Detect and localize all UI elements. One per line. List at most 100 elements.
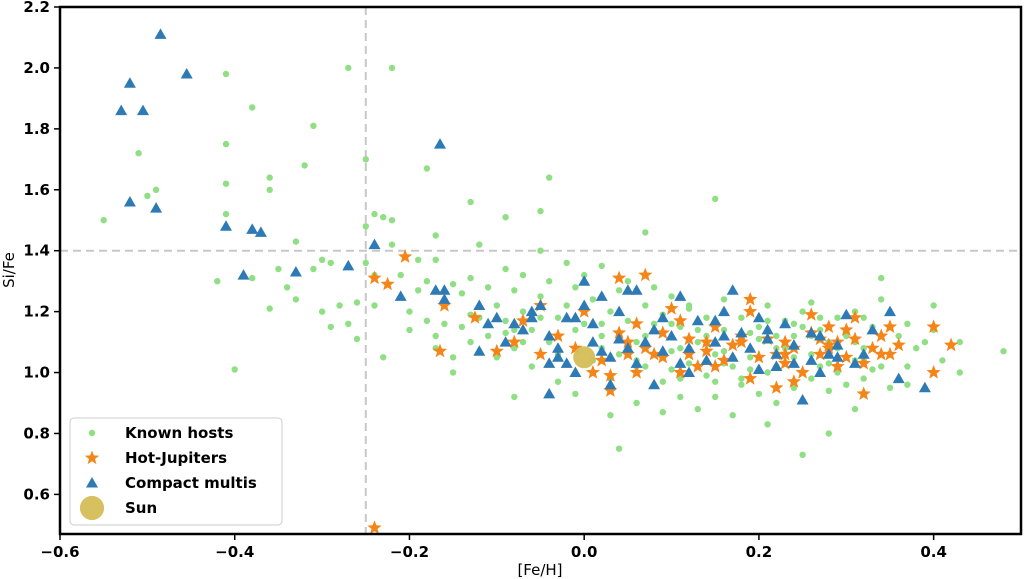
compact-multis-point — [726, 284, 739, 295]
compact-multis-point — [490, 311, 503, 323]
hot-jupiters-point — [655, 349, 670, 364]
known-hosts-point — [467, 274, 474, 282]
known-hosts-point — [362, 156, 369, 163]
known-hosts-point — [275, 265, 282, 273]
known-hosts-point — [878, 274, 885, 282]
compact-multis-point — [154, 28, 167, 39]
compact-multis-point — [814, 366, 827, 377]
legend-sun-marker — [79, 495, 105, 521]
compact-multis-point — [604, 351, 617, 362]
compact-multis-point — [552, 351, 564, 362]
hot-jupiters-point — [515, 313, 531, 327]
known-hosts-point — [843, 381, 850, 388]
compact-multis-point — [796, 394, 809, 405]
known-hosts-point — [677, 393, 684, 401]
known-hosts-point — [353, 335, 361, 343]
known-hosts-point — [152, 186, 160, 193]
known-hosts-point — [659, 378, 666, 385]
known-hosts-point — [449, 354, 457, 361]
known-hosts-point — [747, 366, 754, 373]
hot-jupiters-point — [681, 346, 697, 361]
compact-multis-point — [674, 290, 687, 301]
compact-multis-point — [438, 293, 451, 304]
hot-jupiters-point — [813, 346, 828, 361]
known-hosts-point — [808, 351, 815, 358]
known-hosts-point — [773, 332, 780, 340]
known-hosts-point — [458, 323, 466, 331]
hot-jupiters-point — [437, 298, 452, 312]
known-hosts-point — [449, 369, 457, 376]
hot-jupiters-point — [778, 334, 793, 349]
known-hosts-point — [572, 284, 579, 291]
known-hosts-point — [720, 296, 728, 303]
y-tick-label: 1.2 — [23, 303, 50, 321]
known-hosts-point — [685, 302, 693, 309]
hot-jupiters-point — [594, 352, 609, 367]
y-tick-label: 1.0 — [23, 364, 50, 382]
hot-jupiters-point — [874, 346, 889, 361]
known-hosts-point — [222, 180, 230, 187]
known-hosts-point — [222, 70, 230, 78]
known-hosts-point — [694, 405, 701, 413]
known-hosts-point — [790, 354, 798, 361]
compact-multis-point — [499, 336, 512, 347]
series-layer — [100, 28, 1007, 534]
known-hosts-point — [353, 299, 361, 306]
known-hosts-point — [816, 314, 824, 321]
hot-jupiters-point — [882, 319, 898, 333]
known-hosts-point — [642, 363, 649, 370]
known-hosts-point — [519, 338, 527, 346]
hot-jupiters-point — [367, 270, 382, 285]
legend-hot-jupiters-label: Hot-Jupiters — [125, 449, 227, 467]
hot-jupiters-point — [708, 319, 723, 333]
known-hosts-point — [581, 320, 588, 327]
known-hosts-point — [310, 265, 317, 273]
known-hosts-point — [362, 223, 369, 230]
known-hosts-point — [659, 409, 666, 416]
known-hosts-point — [607, 308, 614, 315]
x-tick-label: 0.0 — [571, 543, 598, 561]
hot-jupiters-point — [612, 325, 627, 339]
compact-multis-point — [246, 223, 259, 234]
compact-multis-point — [115, 104, 128, 116]
known-hosts-point — [712, 393, 719, 401]
known-hosts-point — [764, 369, 771, 376]
hot-jupiters-point — [856, 355, 871, 370]
known-hosts-point — [860, 375, 867, 382]
known-hosts-point — [345, 64, 352, 72]
known-hosts-point — [345, 320, 352, 327]
hot-jupiters-point — [577, 304, 592, 318]
compact-multis-point — [718, 305, 730, 317]
known-hosts-point — [677, 323, 684, 331]
hot-jupiters-point — [821, 340, 836, 355]
x-tick-label: −0.4 — [215, 543, 254, 561]
y-tick-label: 1.4 — [23, 242, 50, 260]
sun-series — [573, 346, 596, 369]
compact-multis-point — [621, 342, 634, 353]
known-hosts-point — [738, 381, 745, 388]
known-hosts-point — [624, 317, 632, 324]
known-hosts-point — [388, 64, 396, 72]
known-hosts-point — [878, 296, 885, 303]
known-hosts-point — [388, 241, 396, 248]
known-hosts-point — [904, 363, 911, 370]
known-hosts-point — [694, 338, 701, 346]
known-hosts-point — [712, 378, 719, 385]
known-hosts-point — [310, 122, 317, 129]
known-hosts-point — [581, 271, 588, 279]
known-hosts-point — [956, 338, 963, 346]
hot-jupiters-point — [839, 322, 854, 336]
known-hosts-point — [712, 195, 719, 203]
known-hosts-point — [415, 256, 422, 263]
legend-compact-multis-marker — [86, 477, 98, 488]
known-hosts-point — [747, 354, 754, 361]
known-hosts-point — [484, 284, 492, 291]
compact-multis-point — [726, 351, 739, 362]
known-hosts-point — [502, 329, 509, 337]
known-hosts-point — [799, 308, 806, 315]
compact-multis-point — [368, 238, 381, 250]
compact-multis-point — [473, 345, 486, 356]
known-hosts-point — [607, 412, 614, 419]
known-hosts-point — [144, 192, 151, 200]
known-hosts-point — [834, 314, 841, 321]
